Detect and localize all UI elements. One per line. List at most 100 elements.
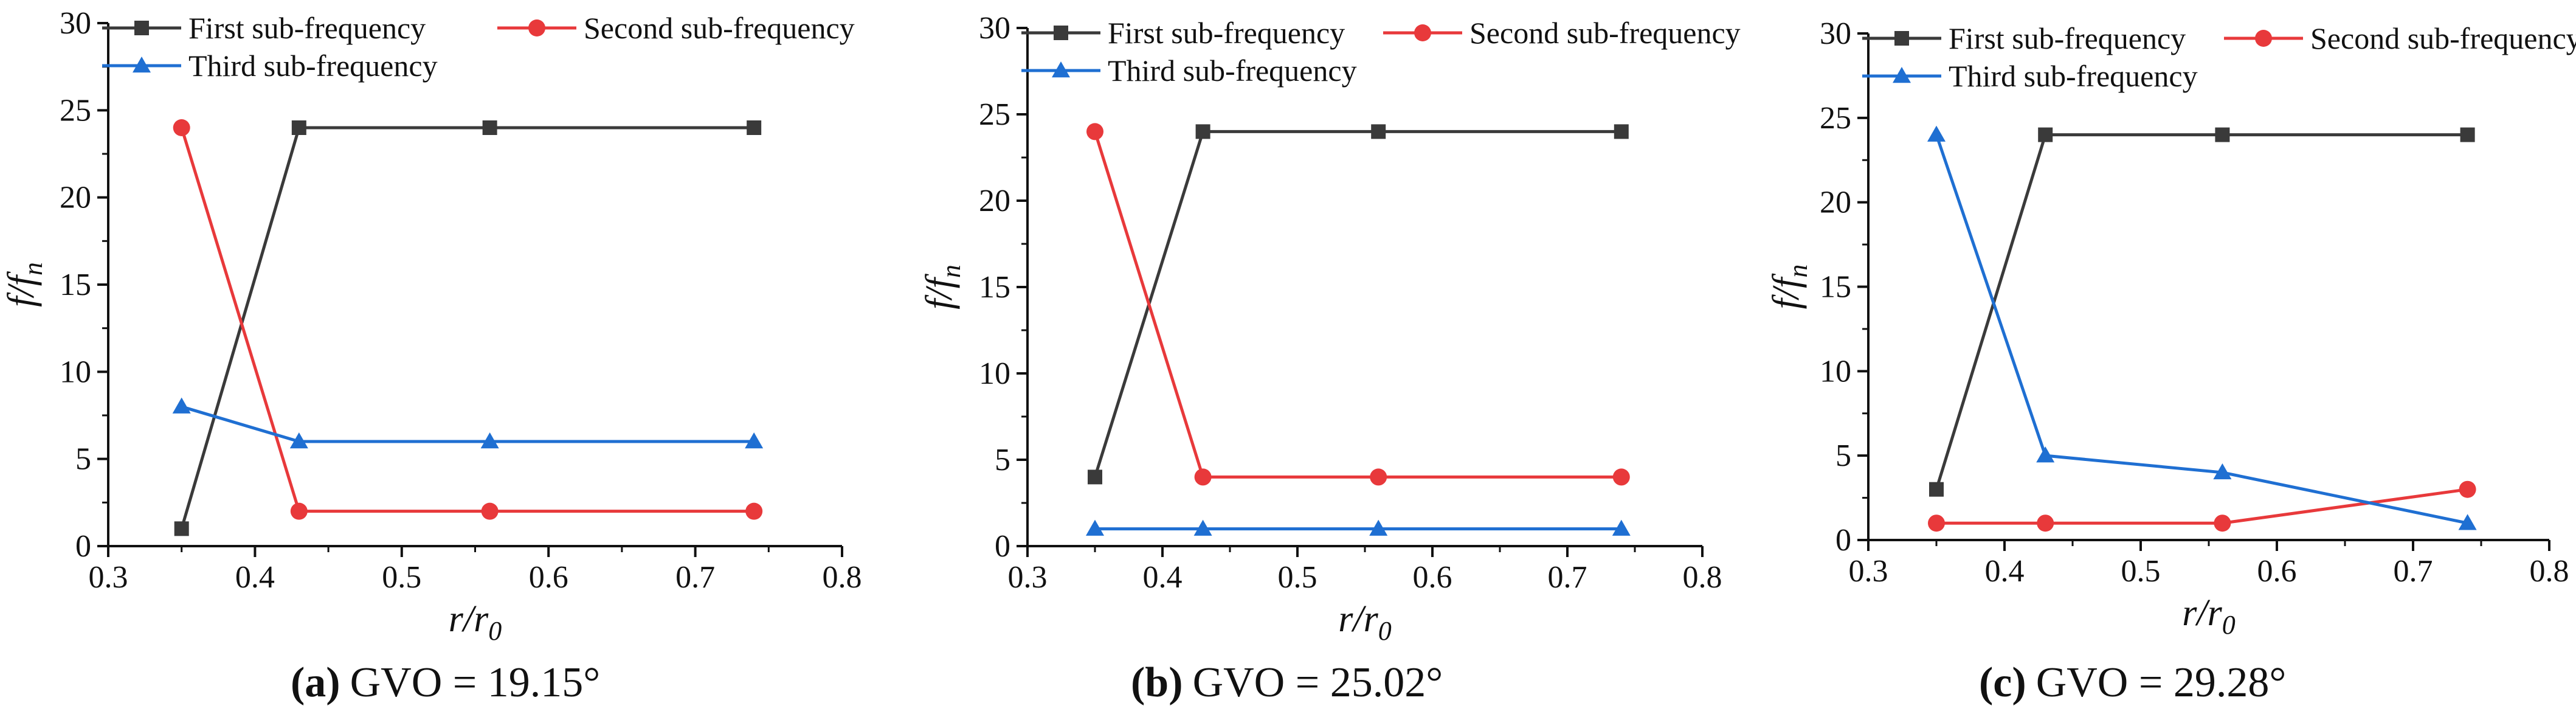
y-tick-label: 30 — [60, 6, 91, 41]
y-tick-label: 15 — [60, 268, 91, 302]
data-point-series-2 — [173, 119, 190, 136]
data-point-series-1 — [1929, 482, 1944, 497]
legend-label: First sub-frequency — [188, 11, 426, 45]
data-point-series-2 — [2214, 514, 2231, 532]
x-tick-label: 0.8 — [2530, 554, 2569, 589]
chart-panel-b: 0.3 0.4 0.5 0.6 0.7 0.8 0 5 10 15 20 25 30 f/fn r/r0 Fi… — [919, 11, 1741, 706]
panel-label: (c) — [1979, 659, 2026, 706]
x-tick-label: 0.4 — [1985, 554, 2025, 589]
x-tick-label: 0.4 — [235, 560, 275, 595]
y-tick-label: 5 — [995, 443, 1010, 477]
y-axis-title: f/fn — [919, 265, 966, 310]
y-tick-label: 30 — [1820, 16, 1851, 51]
x-tick-label: 0.3 — [1008, 560, 1048, 595]
legend-label: First sub-frequency — [1108, 16, 1345, 50]
data-point-series-3 — [2458, 514, 2477, 530]
x-tick-label: 0.6 — [529, 560, 568, 595]
legend-marker — [1414, 24, 1431, 41]
data-point-series-1 — [747, 120, 762, 135]
legend-marker — [1894, 31, 1909, 46]
y-axis-title: f/fn — [1, 262, 48, 307]
data-point-series-3 — [745, 432, 764, 449]
x-tick-label: 0.7 — [1548, 560, 1587, 595]
y-tick-label: 10 — [1820, 354, 1851, 389]
data-point-series-1 — [482, 120, 497, 135]
series-line-3 — [181, 405, 754, 443]
x-axis-title: r/r0 — [1338, 598, 1391, 646]
y-tick-label: 15 — [979, 270, 1010, 305]
data-point-series-3 — [172, 397, 191, 414]
y-tick-label: 15 — [1820, 270, 1851, 305]
data-point-series-1 — [1371, 124, 1386, 139]
panel-label: (a) — [291, 659, 340, 706]
x-tick-label: 0.3 — [89, 560, 128, 595]
legend-label: Third sub-frequency — [188, 49, 438, 83]
x-tick-label: 0.3 — [1849, 554, 1888, 589]
y-tick-label: 0 — [1835, 523, 1851, 558]
series-line-1 — [180, 126, 754, 530]
x-tick-label: 0.7 — [2394, 554, 2433, 589]
data-point-series-2 — [1928, 514, 1945, 532]
data-point-series-1 — [2038, 127, 2053, 142]
y-tick-label: 25 — [979, 97, 1010, 132]
y-tick-label: 30 — [979, 11, 1010, 46]
panel-caption-text: GVO = 19.15° — [350, 659, 601, 706]
data-point-series-1 — [1614, 124, 1629, 139]
data-point-series-2 — [745, 502, 763, 520]
data-point-series-3 — [1193, 519, 1212, 536]
x-tick-label: 0.5 — [2121, 554, 2161, 589]
data-point-series-1 — [2460, 127, 2475, 142]
data-point-series-2 — [290, 502, 308, 520]
legend-marker — [2255, 30, 2272, 47]
y-tick-label: 25 — [60, 93, 91, 128]
y-tick-label: 10 — [60, 355, 91, 389]
legend-label: Second sub-frequency — [2310, 21, 2576, 55]
x-axis-title: r/r0 — [2182, 592, 2235, 640]
chart-panel-a: 0.3 0.4 0.5 0.6 0.7 0.8 0 5 10 15 20 25 30 f/fn r/r0 Fi… — [1, 6, 862, 706]
y-tick-label: 20 — [60, 181, 91, 215]
legend-marker — [1054, 26, 1068, 40]
data-point-series-2 — [2037, 514, 2054, 532]
panel-label: (b) — [1131, 659, 1183, 706]
chart-panel-c: 0.3 0.4 0.5 0.6 0.7 0.8 0 5 10 15 20 25 30 f/fn r/r0 Fi… — [1766, 16, 2576, 706]
series-line-3 — [1935, 134, 2468, 525]
legend-label: Third sub-frequency — [1949, 59, 2198, 93]
legend: First sub-frequency Second sub-frequency T… — [1021, 16, 1741, 88]
series-line-2 — [180, 127, 754, 513]
x-tick-label: 0.4 — [1143, 560, 1183, 595]
y-tick-label: 25 — [1820, 101, 1851, 136]
y-tick-label: 20 — [1820, 185, 1851, 220]
data-point-series-1 — [1195, 124, 1210, 139]
x-tick-label: 0.7 — [675, 560, 715, 595]
series-line-2 — [1093, 131, 1621, 479]
panel-caption-text: GVO = 29.28° — [2036, 659, 2287, 706]
legend-label: Second sub-frequency — [584, 11, 855, 45]
x-axis-title: r/r0 — [449, 598, 502, 646]
legend: First sub-frequency Second sub-frequency T… — [102, 11, 855, 83]
data-point-series-2 — [481, 502, 499, 520]
x-tick-label: 0.6 — [1413, 560, 1452, 595]
y-axis-title: f/fn — [1766, 265, 1813, 310]
data-point-series-2 — [1194, 468, 1212, 486]
data-point-series-3 — [480, 432, 499, 449]
x-tick-label: 0.8 — [1683, 560, 1722, 595]
legend-marker — [528, 19, 545, 36]
legend: First sub-frequency Second sub-frequency T… — [1862, 21, 2576, 93]
legend-marker — [133, 57, 151, 73]
data-point-series-1 — [1088, 469, 1102, 485]
data-point-series-3 — [1369, 519, 1388, 536]
y-tick-label: 0 — [75, 529, 91, 564]
panel-caption: (b) GVO = 25.02° — [1131, 659, 1443, 706]
series-line-1 — [1093, 130, 1621, 478]
data-point-series-3 — [289, 432, 308, 449]
panel-caption: (a) GVO = 19.15° — [291, 659, 600, 706]
legend-label: Third sub-frequency — [1108, 54, 1357, 88]
panel-caption: (c) GVO = 29.28° — [1979, 659, 2286, 706]
y-tick-label: 5 — [75, 442, 91, 477]
data-point-series-3 — [2213, 463, 2232, 480]
y-tick-label: 10 — [979, 356, 1010, 391]
legend-marker — [1893, 67, 1911, 83]
x-tick-label: 0.5 — [382, 560, 421, 595]
data-point-series-3 — [1927, 125, 1946, 142]
y-tick-label: 0 — [995, 529, 1010, 564]
